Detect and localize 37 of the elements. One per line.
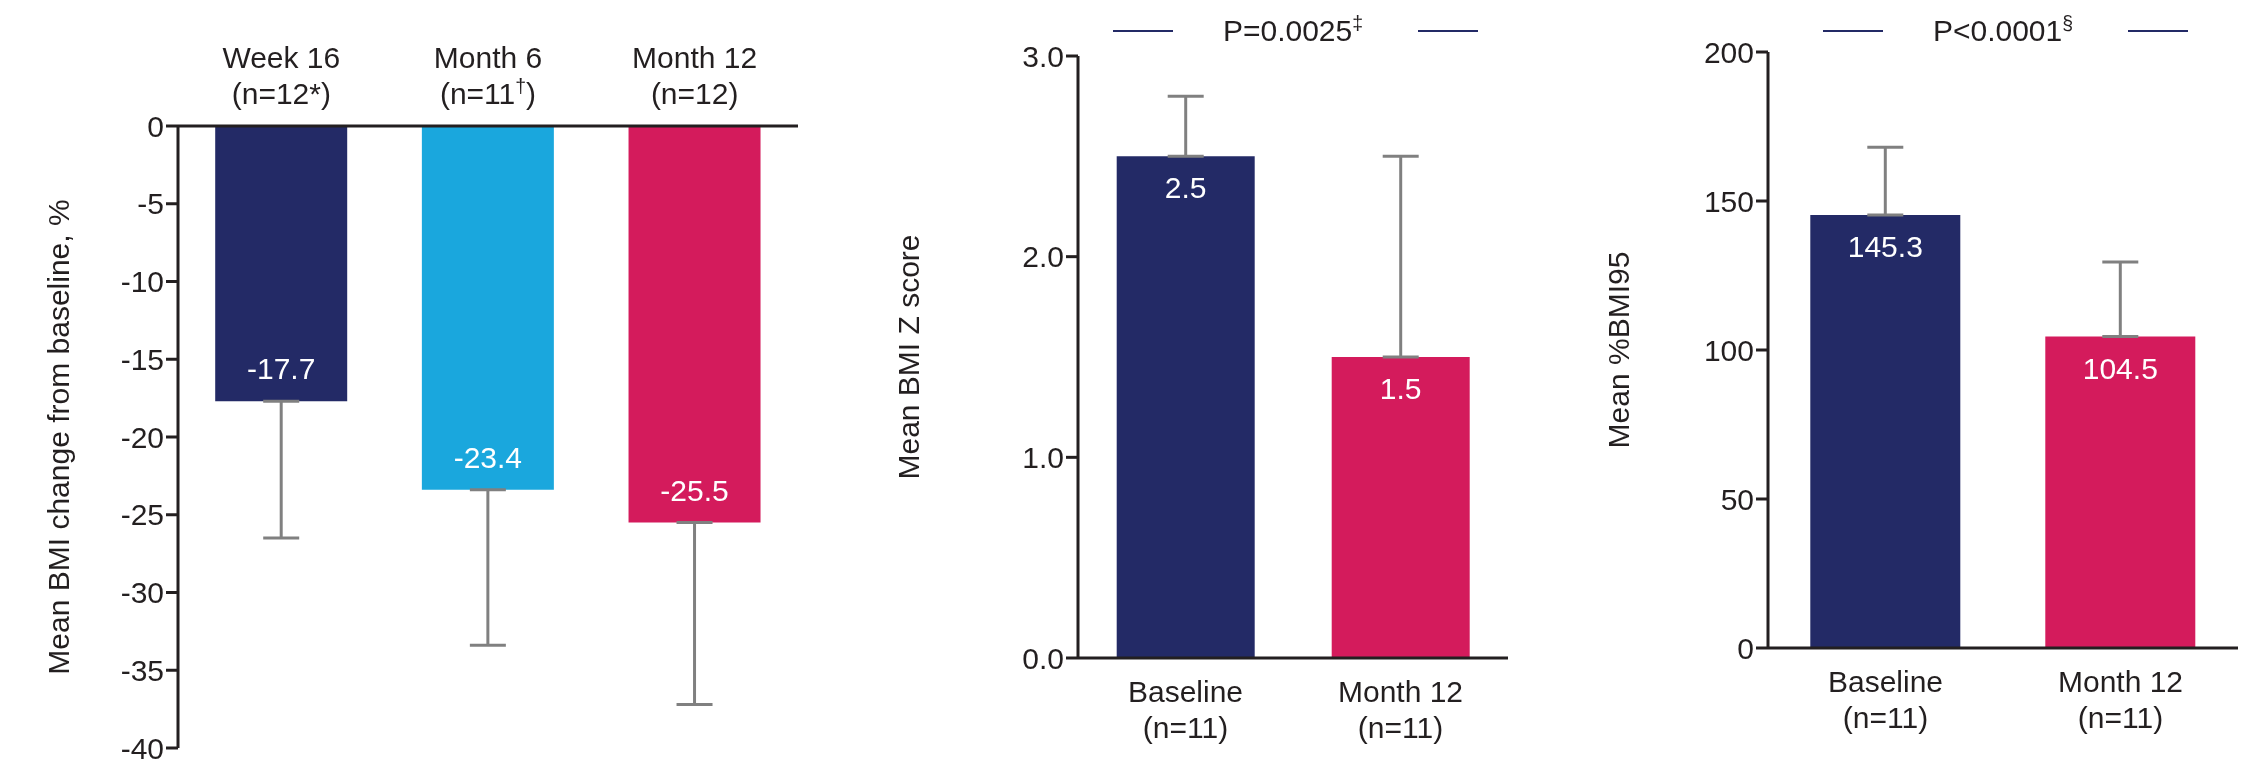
text: P<0.0001$^{§}$ bbox=[1932, 12, 2074, 47]
data-label: 2.5 bbox=[1164, 171, 1207, 205]
x-tick-label: Month 12 (n=11) bbox=[1337, 675, 1464, 744]
y-tick-label: 200 bbox=[1703, 35, 1754, 69]
y-tick-label: -20 bbox=[120, 420, 164, 454]
y-tick-label: -25 bbox=[120, 498, 164, 532]
text: P=0.0025$^{‡}$ bbox=[1222, 12, 1364, 47]
x-tick-label: Month 12 (n=11) bbox=[2057, 665, 2184, 734]
data-label: -23.4 bbox=[453, 440, 523, 474]
y-tick-label: -35 bbox=[120, 653, 164, 687]
data-label: 145.3 bbox=[1847, 230, 1923, 264]
x-tick-label: Week 16 (n=12*) bbox=[222, 41, 341, 110]
x-tick-label: Baseline (n=11) bbox=[1127, 675, 1244, 744]
y-tick-label: 2.0 bbox=[1022, 240, 1064, 274]
y-tick-label: -30 bbox=[120, 576, 164, 610]
y-tick-label: -15 bbox=[120, 342, 164, 376]
x-tick-label: Month 12 (n=12) bbox=[632, 41, 758, 110]
y-tick-label: 0.0 bbox=[1022, 641, 1064, 675]
y-tick-label: 150 bbox=[1703, 184, 1754, 218]
data-label: 104.5 bbox=[2082, 351, 2158, 385]
y-tick-label: -40 bbox=[120, 731, 164, 765]
x-tick-label: Baseline (n=11) bbox=[1827, 665, 1944, 734]
x-tick-label: Month 6 (n=11$^{†}$) bbox=[433, 41, 543, 110]
y-tick-label: -10 bbox=[120, 265, 164, 299]
y-axis-title: Mean BMI Z score bbox=[891, 234, 925, 480]
y-tick-label: 0 bbox=[147, 109, 164, 143]
data-label: -17.7 bbox=[247, 352, 316, 386]
y-axis-title: Mean BMI change from baseline, % bbox=[41, 199, 75, 675]
y-axis-title: Mean %BMI95 bbox=[1601, 251, 1635, 449]
y-tick-label: 100 bbox=[1703, 333, 1754, 367]
data-label: -25.5 bbox=[660, 473, 729, 507]
y-tick-label: 0 bbox=[1737, 631, 1754, 665]
data-label: 1.5 bbox=[1379, 372, 1422, 405]
y-tick-label: -5 bbox=[137, 187, 164, 221]
y-tick-label: 1.0 bbox=[1022, 440, 1064, 474]
y-tick-label: 3.0 bbox=[1022, 39, 1064, 73]
y-tick-label: 50 bbox=[1720, 482, 1754, 516]
